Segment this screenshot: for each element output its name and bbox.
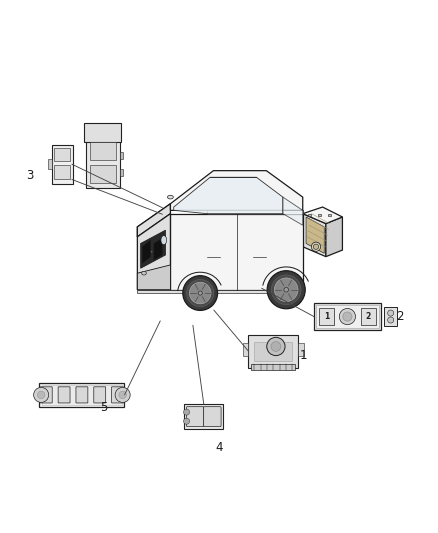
Circle shape (37, 391, 45, 399)
Bar (328, 214, 331, 216)
Text: 1: 1 (300, 349, 307, 362)
Circle shape (184, 409, 190, 415)
FancyBboxPatch shape (384, 307, 397, 326)
Text: +: + (150, 249, 153, 254)
FancyBboxPatch shape (314, 303, 381, 330)
FancyBboxPatch shape (39, 383, 124, 407)
Bar (298, 343, 304, 356)
Text: 2: 2 (366, 312, 371, 321)
Text: 2: 2 (396, 310, 403, 323)
Circle shape (187, 279, 214, 306)
Ellipse shape (167, 195, 173, 199)
FancyBboxPatch shape (84, 123, 121, 142)
Bar (308, 214, 311, 216)
Polygon shape (170, 214, 303, 290)
Text: 1: 1 (324, 312, 329, 321)
Circle shape (267, 271, 305, 309)
FancyBboxPatch shape (52, 144, 73, 184)
Bar (318, 214, 321, 216)
Circle shape (267, 337, 285, 356)
Circle shape (339, 309, 356, 325)
Polygon shape (283, 197, 303, 225)
Circle shape (274, 278, 298, 302)
Bar (243, 343, 248, 356)
Polygon shape (326, 217, 343, 257)
Bar (90, 142, 116, 160)
Polygon shape (303, 207, 343, 223)
FancyBboxPatch shape (76, 387, 88, 403)
Circle shape (272, 275, 301, 304)
Bar (361, 308, 376, 325)
Circle shape (183, 276, 218, 310)
FancyBboxPatch shape (254, 342, 293, 360)
Polygon shape (142, 240, 151, 263)
Bar (120, 152, 123, 159)
Ellipse shape (161, 236, 167, 245)
Circle shape (311, 242, 321, 252)
FancyBboxPatch shape (42, 385, 122, 405)
Circle shape (388, 310, 394, 316)
Circle shape (271, 342, 281, 351)
Polygon shape (174, 177, 283, 214)
Circle shape (189, 282, 211, 304)
Circle shape (388, 317, 394, 323)
Polygon shape (138, 204, 170, 237)
Bar (90, 165, 116, 183)
Polygon shape (138, 290, 303, 293)
Circle shape (184, 418, 190, 424)
Bar (54, 165, 70, 179)
Circle shape (313, 244, 318, 249)
Bar (54, 148, 70, 161)
Polygon shape (207, 211, 303, 214)
Polygon shape (138, 214, 170, 290)
FancyBboxPatch shape (94, 387, 106, 403)
Text: 4: 4 (215, 441, 223, 454)
Circle shape (198, 291, 202, 295)
Polygon shape (306, 217, 324, 253)
FancyBboxPatch shape (248, 335, 298, 368)
Polygon shape (303, 214, 326, 257)
FancyBboxPatch shape (316, 305, 378, 328)
Circle shape (284, 287, 289, 292)
Text: 3: 3 (26, 168, 33, 182)
Circle shape (115, 387, 130, 402)
Polygon shape (141, 230, 166, 268)
Circle shape (343, 312, 352, 321)
FancyBboxPatch shape (204, 407, 221, 426)
Ellipse shape (141, 271, 146, 275)
Bar (120, 169, 123, 176)
FancyBboxPatch shape (187, 407, 204, 426)
Circle shape (34, 387, 49, 402)
FancyBboxPatch shape (58, 387, 70, 403)
Polygon shape (170, 171, 303, 211)
Bar (319, 308, 334, 325)
FancyBboxPatch shape (40, 387, 52, 403)
Polygon shape (138, 265, 170, 290)
Polygon shape (154, 238, 162, 260)
FancyBboxPatch shape (184, 404, 223, 429)
FancyBboxPatch shape (86, 140, 120, 188)
Bar (251, 365, 295, 370)
Polygon shape (138, 204, 170, 237)
FancyBboxPatch shape (112, 387, 124, 403)
Circle shape (119, 391, 127, 399)
Bar (48, 159, 52, 169)
Text: 5: 5 (100, 401, 107, 415)
